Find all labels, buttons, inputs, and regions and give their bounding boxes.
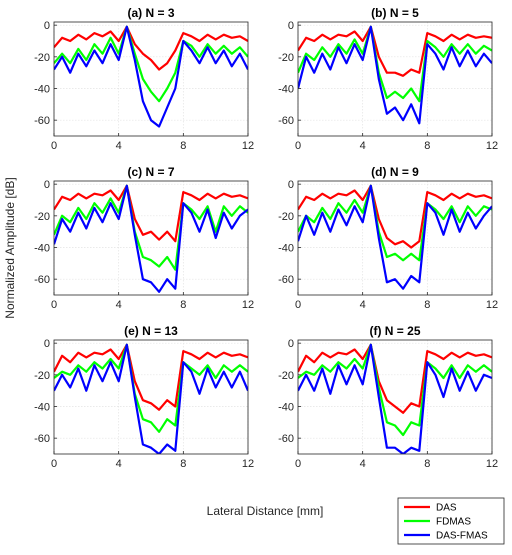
- series-line-fdmas: [298, 25, 492, 103]
- axes-box: [297, 21, 493, 137]
- series-line-fdmas: [298, 184, 492, 262]
- axes-box: [53, 180, 249, 296]
- y-tick-label: -40: [34, 402, 50, 414]
- y-tick-label: -60: [278, 274, 294, 286]
- y-tick-label: -20: [278, 211, 294, 223]
- series-line-das-fmas: [298, 25, 492, 125]
- legend-label: DAS: [436, 503, 457, 514]
- series-line-das: [54, 25, 248, 71]
- y-tick-label: -40: [278, 243, 294, 255]
- y-axis-label: Normalized Amplitude [dB]: [3, 177, 17, 318]
- series-line-das: [54, 343, 248, 411]
- y-tick-label: -40: [34, 243, 50, 255]
- x-tick-label: 8: [180, 299, 186, 311]
- x-axis-label: Lateral Distance [mm]: [207, 504, 324, 518]
- subplot-title: (d) N = 9: [371, 165, 419, 179]
- x-tick-label: 4: [360, 458, 366, 470]
- series-line-fdmas: [54, 25, 248, 103]
- x-tick-label: 12: [242, 140, 254, 152]
- subplot-6: 0 4 8 12 0 -20 -40 -60 (f) N = 25: [278, 324, 498, 470]
- x-tick-label: 4: [116, 140, 122, 152]
- y-tick-label: -40: [34, 84, 50, 96]
- series-line-fdmas: [54, 184, 248, 271]
- plot-area: [54, 340, 248, 454]
- x-tick-label: 0: [51, 140, 57, 152]
- subplot-title: (c) N = 7: [127, 165, 174, 179]
- y-tick-label: 0: [44, 179, 50, 191]
- plot-area: [298, 340, 492, 454]
- y-tick-label: 0: [44, 338, 50, 350]
- y-tick-label: -20: [34, 211, 50, 223]
- subplot-title: (e) N = 13: [124, 324, 178, 338]
- y-tick-label: -20: [34, 370, 50, 382]
- x-tick-label: 8: [424, 299, 430, 311]
- x-tick-label: 12: [242, 458, 254, 470]
- series-line-das: [298, 25, 492, 77]
- series-line-das-fmas: [54, 25, 248, 128]
- plot-area: [298, 22, 492, 136]
- axes-box: [53, 339, 249, 455]
- subplot-title: (b) N = 5: [371, 6, 419, 20]
- x-tick-label: 8: [180, 458, 186, 470]
- series-line-das-fmas: [54, 343, 248, 454]
- axes-box: [297, 339, 493, 455]
- x-tick-label: 8: [180, 140, 186, 152]
- x-tick-label: 0: [295, 140, 301, 152]
- y-tick-label: 0: [44, 20, 50, 32]
- x-tick-label: 0: [295, 458, 301, 470]
- y-tick-label: -60: [278, 433, 294, 445]
- y-tick-label: -20: [34, 52, 50, 64]
- y-tick-label: -20: [278, 52, 294, 64]
- legend-label: FDMAS: [436, 517, 471, 528]
- x-tick-label: 12: [486, 140, 498, 152]
- axes-box: [53, 21, 249, 137]
- x-tick-label: 4: [116, 299, 122, 311]
- x-tick-label: 0: [295, 299, 301, 311]
- subplot-title: (a) N = 3: [127, 6, 174, 20]
- y-tick-label: -60: [34, 115, 50, 127]
- x-tick-label: 12: [486, 299, 498, 311]
- subplot-title: (f) N = 25: [369, 324, 420, 338]
- y-tick-label: -40: [278, 402, 294, 414]
- y-tick-label: 0: [288, 338, 294, 350]
- y-tick-label: 0: [288, 20, 294, 32]
- series-line-das: [298, 184, 492, 249]
- x-tick-label: 8: [424, 458, 430, 470]
- x-tick-label: 12: [242, 299, 254, 311]
- series-line-das-fmas: [298, 343, 492, 454]
- subplot-1: 0 4 8 12 0 -20 -40 -60 (a) N = 3: [34, 6, 254, 152]
- series-line-das: [298, 343, 492, 414]
- x-tick-label: 4: [360, 299, 366, 311]
- y-tick-label: -20: [278, 370, 294, 382]
- legend-label: DAS-FMAS: [436, 531, 488, 542]
- plot-area: [54, 181, 248, 295]
- subplot-4: 0 4 8 12 0 -20 -40 -60 (d) N = 9: [278, 165, 498, 311]
- x-tick-label: 4: [360, 140, 366, 152]
- series-line-das-fmas: [54, 184, 248, 293]
- x-tick-label: 0: [51, 299, 57, 311]
- subplot-5: 0 4 8 12 0 -20 -40 -60 (e) N = 13: [34, 324, 254, 470]
- y-tick-label: -60: [34, 274, 50, 286]
- x-tick-label: 0: [51, 458, 57, 470]
- series-line-fdmas: [298, 343, 492, 437]
- subplot-3: 0 4 8 12 0 -20 -40 -60 (c) N = 7: [34, 165, 254, 311]
- plot-area: [54, 22, 248, 136]
- y-tick-label: -60: [34, 433, 50, 445]
- x-tick-label: 12: [486, 458, 498, 470]
- x-tick-label: 8: [424, 140, 430, 152]
- y-tick-label: -40: [278, 84, 294, 96]
- plot-area: [298, 181, 492, 295]
- legend: DAS FDMAS DAS-FMAS: [397, 497, 505, 545]
- axes-box: [297, 180, 493, 296]
- y-tick-label: -60: [278, 115, 294, 127]
- x-tick-label: 4: [116, 458, 122, 470]
- subplot-grid: 0 4 8 12 0 -20 -40 -60 (a) N = 3 0 4 8 12 0 -20 -40 -60 (…: [34, 6, 498, 470]
- series-line-das: [54, 184, 248, 243]
- subplot-2: 0 4 8 12 0 -20 -40 -60 (b) N = 5: [278, 6, 498, 152]
- series-line-fdmas: [54, 343, 248, 433]
- y-tick-label: 0: [288, 179, 294, 191]
- series-line-das-fmas: [298, 184, 492, 290]
